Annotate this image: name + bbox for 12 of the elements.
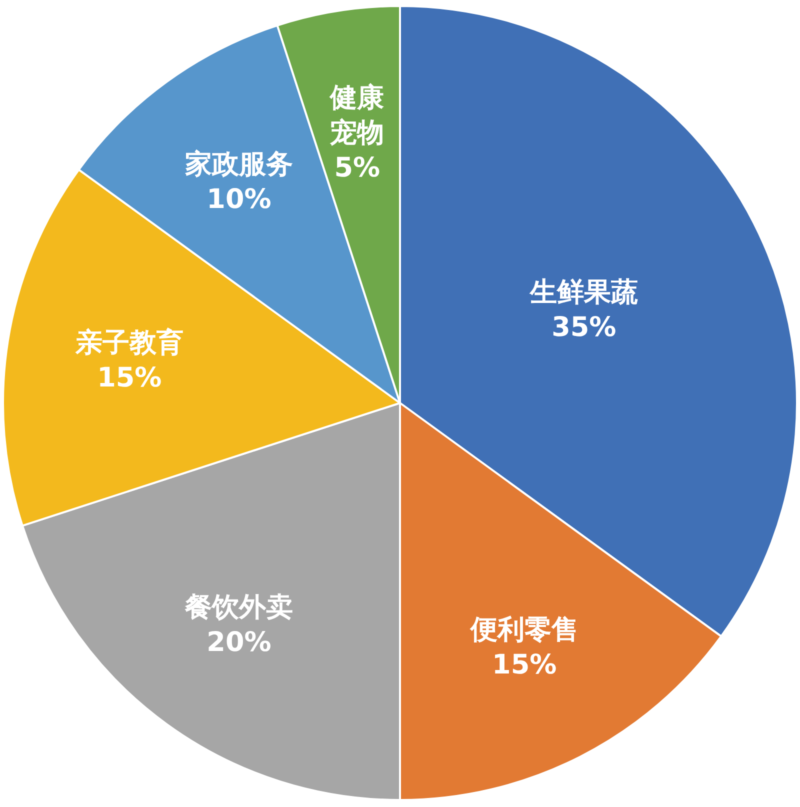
data-label: 15%	[492, 649, 557, 680]
data-label: 15%	[97, 362, 162, 394]
data-label: 10%	[206, 183, 272, 214]
slice-label: 亲子教育	[74, 327, 184, 358]
slice-label: 家政服务	[184, 148, 293, 180]
data-label: 35%	[552, 311, 616, 342]
slice-label: 便利零售	[469, 614, 578, 646]
data-label: 5%	[334, 152, 380, 183]
data-label: 20%	[206, 626, 272, 658]
slice-label: 餐饮外卖	[184, 592, 293, 623]
slice-label: 健康宠物	[329, 82, 384, 148]
slice-label: 生鲜果蔬	[528, 276, 638, 308]
